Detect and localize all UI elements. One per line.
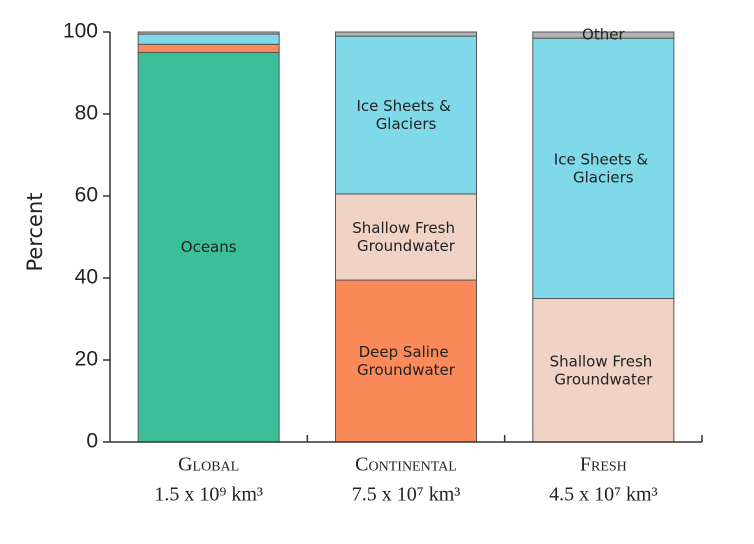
- bar-segment: [137, 31, 280, 35]
- bar-segment: [335, 193, 477, 281]
- y-tick-label: 60: [75, 184, 98, 207]
- category-volume: 4.5 x 10⁷ km³: [549, 484, 658, 506]
- segment-label: Deep Saline Groundwater: [357, 343, 456, 379]
- x-tick-label: Global: [178, 454, 239, 476]
- bar-segment: [137, 43, 280, 53]
- y-tick-label: 40: [75, 266, 98, 289]
- bar-segment: [137, 52, 280, 443]
- segment-label-line: Groundwater: [357, 237, 456, 255]
- segment-label: Shallow Fresh Groundwater: [550, 352, 657, 388]
- segment-label-line: Ice Sheets &: [554, 150, 653, 168]
- category-volume: 7.5 x 10⁷ km³: [352, 484, 461, 506]
- segment-label: Other: [582, 26, 625, 44]
- segment-label: Shallow Fresh Groundwater: [352, 219, 459, 255]
- x-tick-label: Fresh: [580, 454, 627, 476]
- bar-segment: [335, 279, 477, 443]
- y-tick-label: 20: [75, 348, 98, 371]
- segment-label-line: Glaciers: [573, 168, 634, 186]
- segment-label-line: Shallow Fresh: [352, 219, 459, 237]
- segment-label-line: Deep Saline: [359, 343, 454, 361]
- segment-label: Ice Sheets & Glaciers: [554, 150, 653, 186]
- segment-label-line: Ice Sheets &: [356, 97, 455, 115]
- bar-segment: [137, 33, 280, 45]
- segment-label: Ice Sheets & Glaciers: [356, 97, 455, 133]
- y-tick-label: 80: [75, 102, 98, 125]
- segment-label: Oceans: [181, 238, 237, 256]
- x-tick-label: Continental: [355, 454, 457, 476]
- segment-label-line: Glaciers: [376, 115, 437, 133]
- y-tick-label: 0: [86, 430, 98, 453]
- segment-label-line: Groundwater: [554, 370, 653, 388]
- y-axis-label: Percent: [23, 192, 47, 271]
- y-tick-label: 100: [63, 20, 98, 43]
- bar-segment: [532, 31, 675, 39]
- segment-label-line: Groundwater: [357, 361, 456, 379]
- category-volume: 1.5 x 10⁹ km³: [154, 484, 263, 506]
- bar-segment: [532, 37, 675, 300]
- segment-label-line: Shallow Fresh: [550, 352, 657, 370]
- bar-segment: [335, 31, 477, 37]
